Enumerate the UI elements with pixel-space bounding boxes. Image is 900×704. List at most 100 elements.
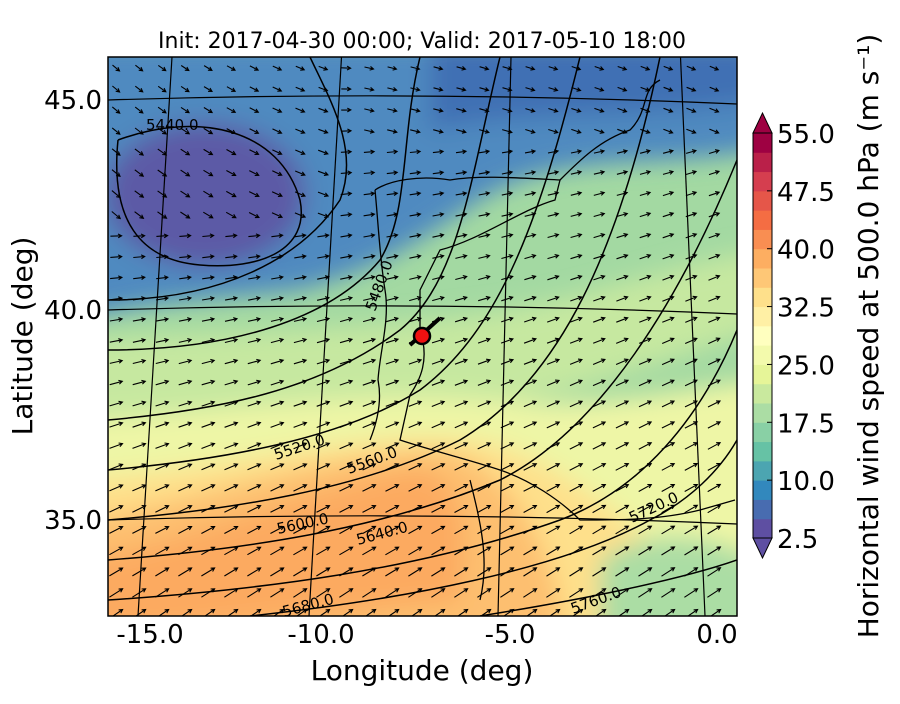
wind-arrow	[409, 170, 422, 176]
wind-arrow	[341, 107, 352, 113]
wind-arrow	[178, 567, 193, 577]
wind-arrow	[431, 358, 446, 365]
wind-arrow	[155, 463, 170, 471]
wind-arrow	[133, 254, 146, 260]
wind-arrow	[339, 296, 354, 301]
wind-arrow	[364, 86, 375, 92]
wind-arrow	[663, 107, 674, 113]
x-tick-label: 0.0	[696, 620, 737, 650]
wind-arrow	[155, 421, 170, 428]
wind-arrow	[708, 170, 721, 176]
wind-arrow	[434, 608, 446, 616]
wind-arrow	[387, 65, 398, 71]
wind-arrow	[319, 608, 331, 616]
wind-arrow	[293, 296, 308, 301]
wind-arrow	[339, 400, 354, 407]
wind-arrow	[709, 86, 720, 92]
wind-arrow	[684, 483, 699, 492]
wind-arrow	[431, 463, 446, 471]
wind-arrow	[547, 212, 560, 217]
wind-arrow	[362, 504, 377, 513]
wind-arrow	[684, 567, 699, 577]
wind-arrow	[503, 608, 515, 616]
wind-arrow	[500, 484, 515, 492]
wind-arrow	[432, 212, 445, 217]
wind-arrow	[569, 546, 584, 556]
wind-arrow	[500, 337, 514, 344]
wind-arrow	[592, 379, 607, 387]
wind-arrow	[225, 211, 237, 219]
wind-arrow	[477, 337, 491, 344]
wind-arrow	[661, 358, 675, 366]
wind-arrow	[272, 170, 283, 177]
wind-arrow	[707, 421, 722, 429]
wind-arrow	[270, 525, 285, 534]
wind-arrow	[340, 212, 353, 218]
wind-arrow	[270, 484, 285, 492]
wind-arrow	[478, 254, 491, 259]
wind-arrow	[639, 295, 652, 302]
wind-arrow	[593, 212, 606, 218]
wind-arrow	[569, 484, 584, 492]
wind-arrow	[661, 379, 675, 387]
wind-arrow	[178, 484, 193, 492]
wind-arrow	[155, 588, 170, 598]
wind-arrow	[109, 442, 124, 449]
wind-arrow	[318, 128, 329, 134]
wind-arrow	[109, 317, 124, 322]
wind-arrow	[340, 275, 353, 280]
wind-arrow	[617, 65, 628, 71]
wind-arrow	[685, 191, 698, 197]
wind-arrow	[109, 400, 124, 407]
title: Init: 2017-04-30 00:00; Valid: 2017-05-1…	[158, 29, 686, 54]
wind-arrow	[203, 190, 214, 198]
wind-arrow	[708, 274, 721, 281]
wind-arrow	[593, 274, 606, 281]
wind-arrow	[661, 400, 676, 408]
wind-arrow	[523, 588, 538, 598]
wind-arrow	[178, 505, 193, 513]
wind-arrow	[386, 295, 399, 302]
wind-arrow	[615, 588, 630, 598]
wind-arrow	[592, 504, 607, 514]
wind-arrow	[500, 442, 515, 450]
wind-arrow	[408, 504, 423, 513]
wind-arrow	[224, 379, 239, 386]
coastlines	[369, 79, 736, 601]
wind-arrow	[201, 463, 216, 471]
colorbar-band	[753, 325, 772, 346]
wind-arrow	[707, 463, 722, 471]
wind-arrow	[363, 275, 376, 280]
wind-arrow	[247, 484, 262, 492]
wind-arrow	[203, 211, 214, 219]
wind-arrow	[341, 86, 352, 92]
wind-arrow	[180, 190, 191, 198]
wind-arrow	[431, 484, 446, 492]
wind-arrow	[247, 296, 262, 301]
wind-arrow	[570, 149, 583, 155]
wind-arrow	[318, 149, 329, 155]
wind-arrow	[339, 588, 354, 598]
wind-arrow	[569, 379, 584, 387]
wind-arrow	[524, 295, 537, 302]
wind-arrow	[386, 233, 399, 238]
wind-arrow	[571, 107, 582, 113]
wind-arrow	[639, 274, 652, 281]
wind-arrow	[201, 421, 216, 428]
wind-arrow	[640, 107, 651, 113]
wind-arrow	[684, 463, 699, 471]
colorbar-band	[753, 268, 772, 288]
wind-arrow	[318, 65, 329, 71]
colorbar-label: Horizontal wind speed at 500.0 hPa (m s⁻…	[852, 34, 885, 639]
wind-arrow	[523, 379, 538, 387]
wind-arrow	[270, 296, 285, 301]
wind-arrow	[248, 212, 260, 219]
wind-arrow	[685, 232, 698, 239]
wind-arrow	[363, 149, 376, 155]
colorbar-band	[753, 422, 772, 443]
wind-arrow	[662, 212, 675, 218]
wind-arrow	[569, 337, 583, 344]
wind-arrow	[408, 379, 423, 386]
wind-arrow	[433, 87, 444, 92]
wind-arrow	[454, 400, 469, 408]
